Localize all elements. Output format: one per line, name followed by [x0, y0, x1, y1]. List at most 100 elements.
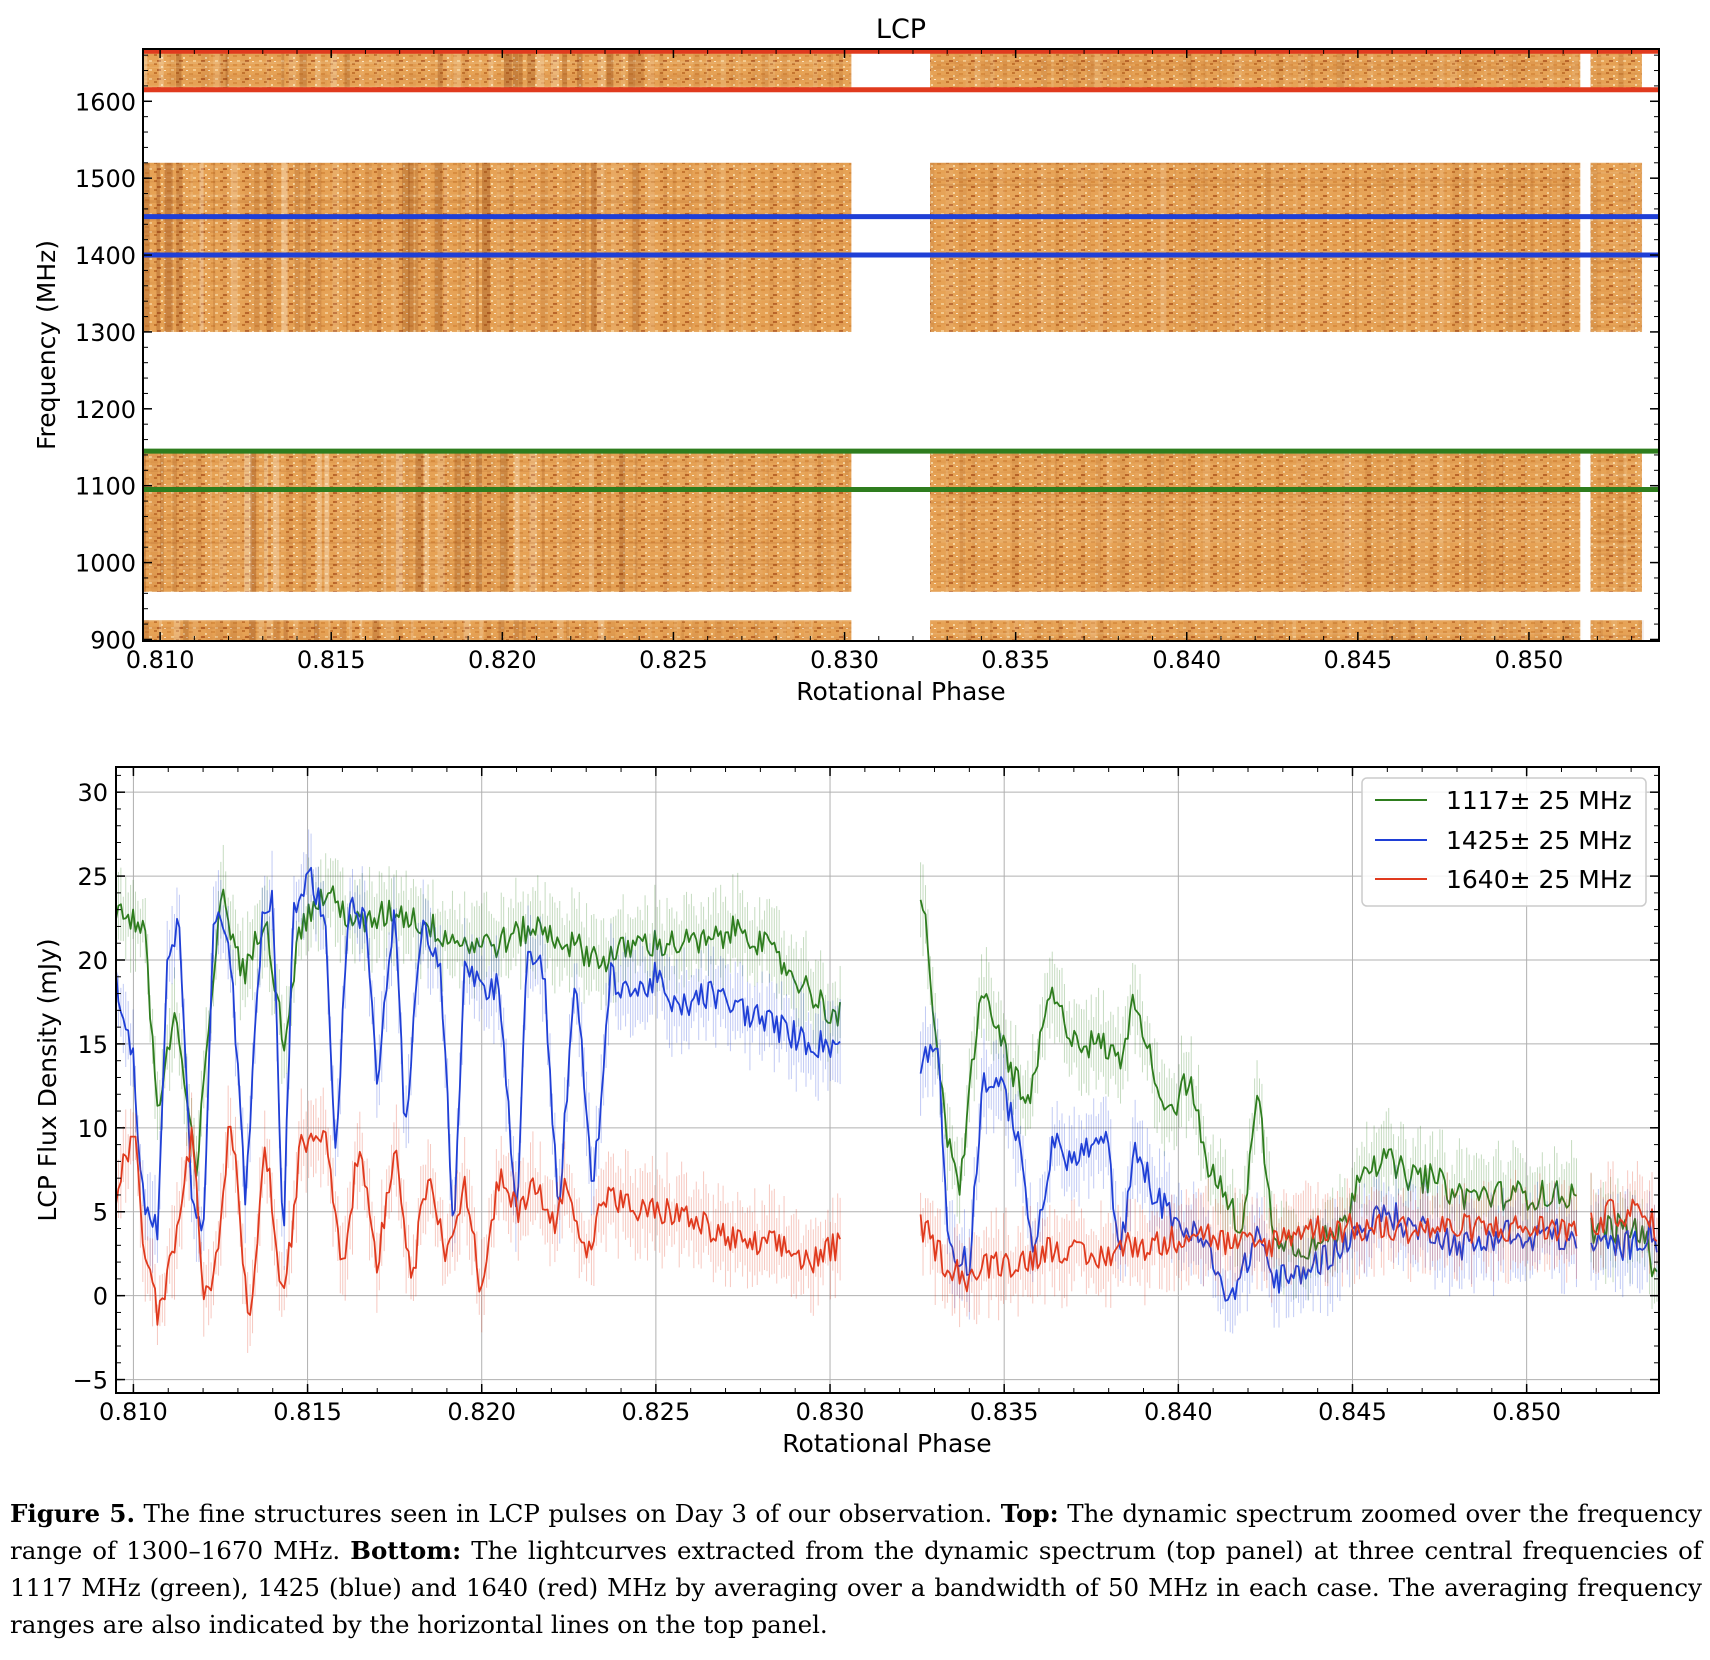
spectrum-striation [984, 49, 991, 93]
y-tick-label: 20 [77, 947, 108, 975]
spectrum-texture [930, 296, 1581, 300]
spectrum-texture [1590, 65, 1642, 69]
spectrum-texture [930, 247, 1580, 249]
spectrum-striation [699, 162, 706, 332]
spectrum-striation [346, 162, 349, 332]
spectrum-striation [712, 162, 716, 332]
spectrum-texture [143, 330, 851, 333]
spectrum-texture [1591, 620, 1642, 623]
spectrum-texture [930, 239, 1581, 242]
x-tick-label: 0.835 [970, 1398, 1039, 1426]
spectrum-striation [769, 49, 775, 93]
spectrum-striation [945, 451, 949, 592]
spectrum-striation [1538, 49, 1543, 93]
spectrum-texture [143, 457, 852, 459]
spectrum-striation [410, 620, 414, 641]
spectrum-striation [564, 162, 572, 332]
spectrum-texture [930, 548, 1580, 549]
spectrum-striation [486, 451, 495, 592]
spectrum-striation [632, 620, 639, 641]
spectrum-texture [930, 234, 1580, 236]
spectrum-striation [754, 620, 759, 641]
spectrum-texture [1590, 269, 1642, 272]
spectrum-striation [692, 620, 699, 641]
spectrum-striation [1381, 49, 1387, 93]
spectrum-striation [1629, 162, 1634, 332]
spectrum-striation [1307, 49, 1314, 93]
y-tick-label: 30 [77, 779, 108, 807]
spectrum-striation [1265, 162, 1271, 332]
y-tick-label: 1200 [75, 396, 136, 424]
spectrum-striation [714, 620, 723, 641]
spectrum-striation [478, 49, 481, 93]
spectrum-block [143, 162, 852, 332]
spectrum-striation [423, 162, 427, 332]
spectrum-texture [143, 176, 852, 178]
spectrum-texture [1590, 185, 1642, 187]
spectrum-texture [1590, 540, 1642, 543]
spectrum-texture [930, 519, 1581, 522]
spectrum-texture [1590, 179, 1642, 182]
spectrum-striation [1549, 49, 1555, 93]
spectrum-striation [1368, 620, 1374, 641]
spectrum-texture [930, 493, 1581, 496]
spectrum-texture [1590, 465, 1642, 469]
spectrum-striation [1492, 620, 1499, 641]
spectrum-striation [233, 451, 239, 592]
spectrum-texture [930, 505, 1581, 509]
spectrum-striation [464, 451, 471, 592]
y-tick-label: −5 [73, 1367, 108, 1395]
spectrum-striation [1076, 162, 1084, 332]
spectrum-striation [510, 162, 515, 332]
y-tick-label: 10 [77, 1115, 108, 1143]
spectrum-texture [930, 575, 1580, 576]
spectrum-striation [662, 620, 669, 641]
spectrum-striation [1596, 49, 1602, 93]
spectrum-texture [143, 634, 851, 637]
spectrum-striation [606, 49, 614, 93]
spectrum-striation [215, 620, 224, 641]
spectrum-striation [434, 162, 443, 332]
spectrum-striation [1611, 620, 1618, 641]
spectrum-texture [143, 268, 852, 270]
spectrum-striation [458, 162, 462, 332]
spectrum-striation [465, 162, 469, 332]
spectrum-striation [530, 162, 537, 332]
spectrum-striation [360, 620, 363, 641]
spectrum-texture [1590, 78, 1642, 80]
spectrum-striation [1246, 162, 1250, 332]
top-title: LCP [876, 14, 926, 45]
spectrum-striation [550, 49, 559, 93]
spectrum-texture [143, 212, 852, 215]
spectrum-striation [738, 49, 741, 93]
x-tick-label: 0.810 [99, 1398, 168, 1426]
y-tick-label: 1400 [75, 242, 136, 270]
spectrum-texture [143, 66, 852, 69]
spectrum-striation [444, 162, 448, 332]
spectrum-texture [143, 304, 852, 307]
spectrum-striation [1155, 620, 1162, 641]
spectrum-striation [1622, 162, 1630, 332]
spectrum-striation [463, 620, 471, 641]
spectrum-texture [1590, 260, 1642, 263]
spectrum-texture [143, 586, 852, 589]
spectrum-striation [1055, 162, 1059, 332]
bottom-x-ticks: 0.810 0.815 0.820 0.825 0.830 0.835 0.840 0.845… [99, 767, 1632, 1426]
spectrum-striation [632, 162, 640, 332]
spectrum-texture [930, 56, 1581, 58]
spectrum-texture [143, 293, 851, 295]
spectrum-texture [930, 632, 1581, 635]
spectrum-texture [930, 78, 1581, 81]
spectrum-striation [688, 162, 693, 332]
spectrum-texture [930, 534, 1580, 537]
spectrum-striation [225, 49, 229, 93]
spectrum-texture [1590, 549, 1642, 552]
spectrum-striation [454, 620, 457, 641]
spectrum-texture [930, 173, 1581, 175]
spectrum-texture [930, 580, 1581, 583]
spectrum-striation [1464, 451, 1470, 592]
spectrum-striation [213, 162, 216, 332]
spectrum-texture [930, 567, 1580, 568]
spectrum-striation [790, 620, 794, 641]
spectrum-striation [844, 451, 849, 592]
